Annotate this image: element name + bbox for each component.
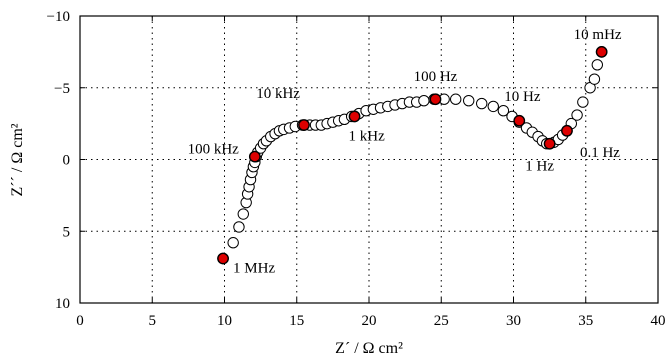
y-tick-label: 5	[63, 224, 71, 240]
annotations: 1 MHz 100 kHz 10 kHz 1 kHz 100 Hz 10 Hz 1 Hz 0.…	[188, 27, 622, 277]
y-tick-label: 10	[55, 296, 70, 312]
data-point	[233, 221, 245, 233]
y-tick-label: 0	[63, 153, 71, 169]
data-point	[463, 94, 475, 107]
highlighted-point	[248, 150, 261, 163]
x-tick-label: 40	[651, 313, 666, 329]
frequency-label: 1 Hz	[525, 159, 554, 175]
y-tick-label: −10	[47, 9, 70, 25]
x-tick-label: 5	[149, 313, 157, 329]
highlighted-points	[217, 45, 608, 265]
frequency-label: 100 kHz	[188, 142, 240, 158]
data-point	[571, 109, 583, 121]
data-point	[418, 94, 430, 107]
highlighted-point	[217, 252, 229, 265]
data-point	[577, 96, 589, 108]
highlighted-point	[429, 93, 442, 106]
x-tick-label: 20	[362, 313, 377, 329]
highlighted-point	[561, 124, 573, 137]
frequency-label: 1 kHz	[349, 128, 386, 144]
data-point	[588, 73, 601, 85]
highlighted-point	[543, 137, 556, 150]
y-tick-label: −5	[54, 81, 70, 97]
data-point	[487, 100, 499, 113]
highlighted-point	[298, 119, 310, 131]
x-tick-label: 10	[217, 313, 232, 329]
axis-ticks: 0 5 10 15 20 25 30 35 40 10 5 0 −5 −10	[47, 9, 666, 329]
frequency-label: 10 Hz	[504, 89, 541, 105]
x-tick-label: 25	[434, 313, 449, 329]
highlighted-point	[348, 110, 361, 123]
x-tick-label: 0	[76, 313, 84, 329]
x-tick-label: 15	[289, 313, 304, 329]
data-point	[227, 237, 239, 249]
data-point	[497, 105, 510, 117]
frequency-label: 10 mHz	[574, 27, 622, 43]
grid-lines	[80, 16, 658, 303]
frequency-label: 100 Hz	[414, 69, 458, 85]
frequency-label: 10 kHz	[256, 86, 300, 102]
data-point	[450, 93, 462, 105]
data-point	[237, 208, 249, 220]
highlighted-point	[595, 45, 608, 58]
x-axis-label: Z´ / Ω cm²	[335, 340, 403, 357]
x-tick-label: 35	[578, 313, 593, 329]
data-point	[591, 59, 604, 71]
frequency-label: 1 MHz	[233, 261, 275, 277]
data-point	[476, 97, 488, 110]
y-axis-label: Z´´ / Ω cm²	[9, 123, 26, 196]
highlighted-point	[513, 114, 526, 127]
x-tick-label: 30	[506, 313, 521, 329]
frequency-label: 0.1 Hz	[580, 145, 620, 161]
